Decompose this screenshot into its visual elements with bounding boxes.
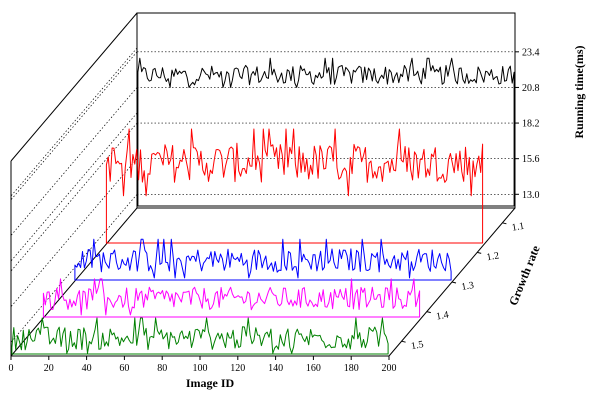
y-tick-label: 18.2	[522, 119, 540, 130]
axes-group: 0 20 40 60 80 100 120 140 160 180 200 13.0 15.6 18.2 2…	[9, 47, 540, 374]
grid-line-side	[10, 51, 138, 201]
x-tick-label: 120	[230, 363, 245, 374]
y-tick-label: 15.6	[522, 154, 540, 165]
x-tick-label: 60	[119, 363, 129, 374]
x-tick-label: 0	[9, 363, 14, 374]
chart-frame	[10, 12, 516, 357]
series-line-1-3	[74, 238, 452, 281]
y-tick-label: 13.0	[522, 190, 540, 201]
series-group	[11, 57, 515, 355]
grid-line-side	[10, 194, 138, 343]
x-tick-label: 40	[82, 363, 92, 374]
x-tick-label: 140	[268, 363, 283, 374]
z-axis-title: Growth rate	[506, 243, 543, 308]
x-axis-title: Image ID	[186, 376, 235, 390]
y-tick-label: 20.8	[522, 83, 540, 94]
x-tick-label: 20	[44, 363, 54, 374]
x-tick-label: 80	[157, 363, 167, 374]
back-wall-frame	[136, 12, 516, 209]
grid-line-side	[10, 158, 138, 307]
x-tick-label: 180	[344, 363, 359, 374]
series-line-1-2	[105, 128, 484, 244]
grid-line-side	[10, 47, 138, 197]
grid-line-side	[10, 122, 138, 272]
z-tick-mark	[426, 311, 431, 314]
grid-lines	[10, 47, 515, 343]
y-axis-title: Running time(ms)	[572, 45, 586, 138]
series-line-1-1	[137, 57, 515, 207]
z-tick-label: 1.5	[410, 339, 424, 352]
grid-line-side	[10, 112, 138, 262]
z-tick-label: 1.1	[511, 221, 525, 234]
floor-left-edge	[10, 207, 138, 357]
x-tick-label: 160	[306, 363, 321, 374]
z-tick-label: 1.4	[435, 310, 449, 323]
x-tick-label: 100	[193, 363, 208, 374]
series-line-1-5	[11, 317, 389, 355]
grid-line-side	[10, 87, 138, 236]
z-tick-mark	[451, 281, 457, 284]
z-tick-label: 1.3	[461, 280, 475, 293]
series-line-1-4	[42, 278, 421, 318]
z-tick-mark	[502, 222, 507, 225]
side-wall-top-edge	[10, 12, 138, 162]
z-tick-label: 1.2	[486, 250, 500, 263]
x-tick-label: 200	[382, 363, 397, 374]
z-tick-mark	[401, 340, 406, 343]
z-tick-mark	[477, 251, 482, 254]
y-tick-label: 23.4	[522, 47, 540, 58]
